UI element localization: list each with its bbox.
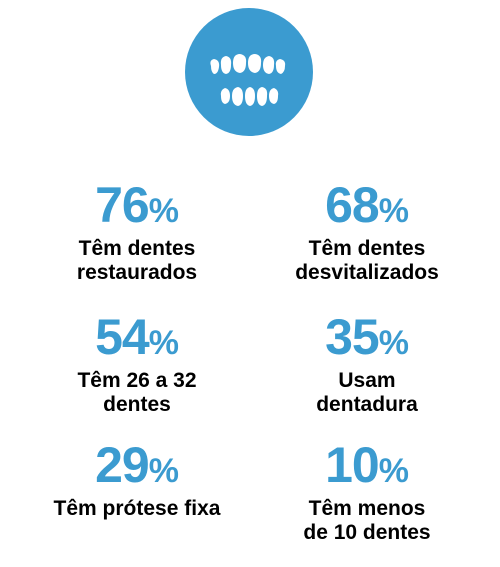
stat-restored-teeth: 76% Têm dentes restaurados [32,180,242,285]
stat-value: 76% [95,177,179,233]
stat-label: Têm 26 a 32 dentes [77,369,197,416]
stat-label: Têm menos de 10 dentes [303,497,431,544]
teeth-icon-graphic [185,8,313,136]
stat-devitalized-teeth: 68% Têm dentes desvitalizados [262,180,472,285]
stat-value: 29% [95,437,179,493]
stat-fixed-prosthesis: 29% Têm prótese fixa [32,440,242,521]
stat-fewer-than-10-teeth: 10% Têm menos de 10 dentes [262,440,472,545]
stat-value: 68% [325,177,409,233]
stat-label: Têm dentes restaurados [76,237,198,284]
teeth-icon [185,8,313,136]
stat-label: Usam dentadura [316,369,418,416]
stat-value: 35% [325,309,409,365]
stat-use-dentures: 35% Usam dentadura [262,312,472,417]
stat-value: 54% [95,309,179,365]
stat-label: Têm prótese fixa [53,497,221,520]
stat-26-to-32-teeth: 54% Têm 26 a 32 dentes [32,312,242,417]
stat-value: 10% [325,437,409,493]
stat-label: Têm dentes desvitalizados [295,237,439,284]
